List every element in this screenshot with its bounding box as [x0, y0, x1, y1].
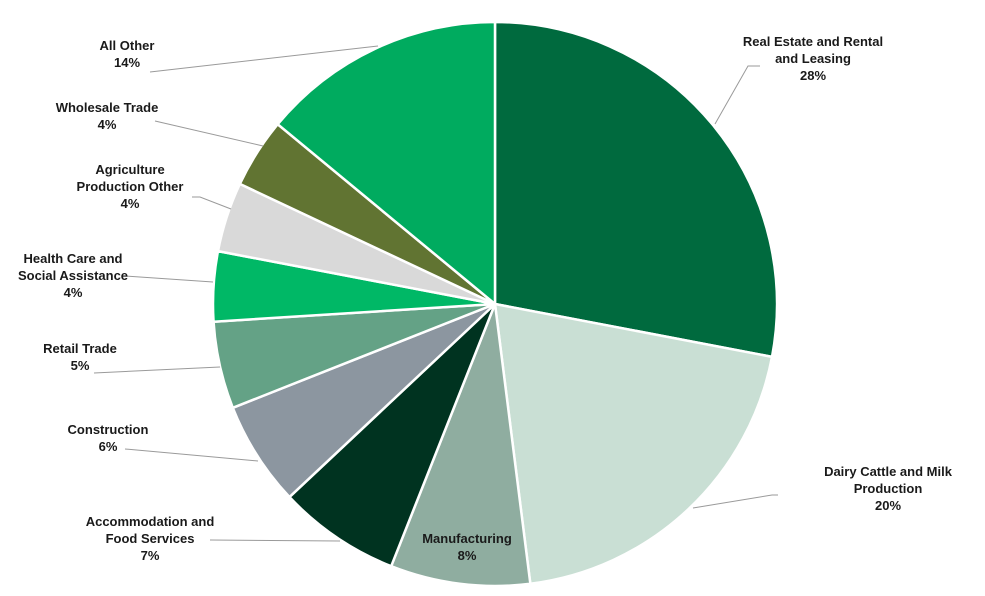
leader-line-8: [154, 120, 264, 147]
leader-line-9: [149, 45, 379, 73]
slice-percent-7: 4%: [121, 196, 140, 211]
leader-line-6: [124, 275, 214, 283]
slice-name-line-0-0: Real Estate and Rental: [743, 34, 883, 49]
slice-name-line-5-0: Retail Trade: [43, 341, 117, 356]
slice-name-line-7-0: Agriculture: [95, 162, 164, 177]
slice-name-line-7-1: Production Other: [77, 179, 184, 194]
slice-name-line-1-1: Production: [854, 481, 923, 496]
slice-label-4: Construction 6%: [68, 422, 149, 454]
slice-name-line-0-1: and Leasing: [775, 51, 851, 66]
slice-label-8: Wholesale Trade 4%: [56, 100, 159, 132]
slice-label-9: All Other 14%: [100, 38, 155, 70]
slice-percent-5: 5%: [71, 358, 90, 373]
pie-slice-1: [493, 302, 774, 586]
slice-percent-3: 7%: [141, 548, 160, 563]
pie-slice-9: [276, 20, 497, 306]
slice-name-line-6-1: Social Assistance: [18, 268, 128, 283]
slice-percent-4: 6%: [99, 439, 118, 454]
leader-line-1: [692, 494, 778, 509]
slice-name-line-4-0: Construction: [68, 422, 149, 437]
leader-line-0: [714, 65, 760, 125]
pie-slices: [211, 20, 779, 588]
slice-label-7: Agriculture Production Other 4%: [77, 162, 184, 211]
slice-name-line-8-0: Wholesale Trade: [56, 100, 159, 115]
slice-name-line-9-0: All Other: [100, 38, 155, 53]
slice-percent-2: 8%: [458, 548, 477, 563]
slice-percent-1: 20%: [875, 498, 901, 513]
slice-label-3: Accommodation and Food Services 7%: [86, 514, 215, 563]
slice-percent-9: 14%: [114, 55, 140, 70]
slice-name-line-1-0: Dairy Cattle and Milk: [824, 464, 953, 479]
slice-percent-8: 4%: [98, 117, 117, 132]
slice-name-line-3-0: Accommodation and: [86, 514, 215, 529]
pie-slice-3: [288, 302, 497, 568]
slice-percent-0: 28%: [800, 68, 826, 83]
slice-labels: Real Estate and Rental and Leasing 28% Dair…: [18, 34, 953, 563]
slice-name-line-3-1: Food Services: [106, 531, 195, 546]
slice-name-line-2-0: Manufacturing: [422, 531, 512, 546]
slice-label-2: Manufacturing 8%: [422, 531, 512, 563]
slice-label-6: Health Care and Social Assistance 4%: [18, 251, 128, 300]
leader-line-4: [124, 448, 259, 462]
leader-line-7: [192, 196, 232, 210]
leader-line-3: [209, 539, 341, 542]
slice-percent-6: 4%: [64, 285, 83, 300]
slice-label-1: Dairy Cattle and Milk Production 20%: [824, 464, 953, 513]
leader-lines: [93, 45, 778, 542]
slice-label-5: Retail Trade 5%: [43, 341, 117, 373]
leader-line-5: [93, 366, 221, 374]
slice-label-0: Real Estate and Rental and Leasing 28%: [743, 34, 883, 83]
pie-slice-2: [389, 302, 532, 588]
pie-slice-0: [493, 20, 779, 359]
slice-name-line-6-0: Health Care and: [24, 251, 123, 266]
